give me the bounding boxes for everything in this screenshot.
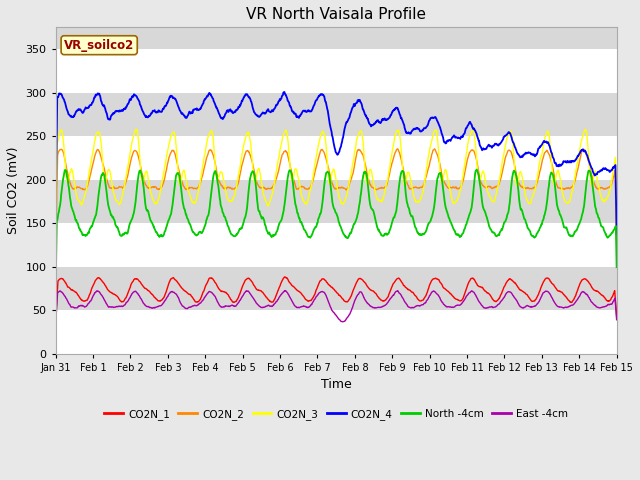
Bar (56, 27, 616, 49)
Bar (56, 223, 616, 266)
CO2N_1 (177, 283, 184, 289)
CO2N_3 (239, 145, 247, 151)
Line: CO2N_1: CO2N_1 (56, 277, 616, 318)
East -4cm (612, 317, 620, 323)
Line: CO2N_3: CO2N_3 (56, 129, 616, 249)
CO2N_2 (497, 176, 505, 181)
CO2N_2 (431, 146, 438, 152)
CO2N_3 (497, 169, 505, 175)
CO2N_4 (424, 123, 431, 129)
CO2N_2 (239, 158, 247, 164)
Legend: CO2N_1, CO2N_2, CO2N_3, CO2N_4, North -4cm, East -4cm: CO2N_1, CO2N_2, CO2N_3, CO2N_4, North -4… (100, 405, 572, 424)
North -4cm (177, 180, 184, 186)
CO2N_4 (612, 231, 620, 237)
CO2N_2 (163, 165, 171, 171)
CO2N_1 (612, 313, 620, 319)
North -4cm (547, 173, 554, 179)
CO2N_3 (547, 145, 554, 151)
CO2N_1 (239, 282, 247, 288)
CO2N_4 (497, 140, 505, 145)
Line: CO2N_2: CO2N_2 (56, 149, 616, 257)
CO2N_1 (281, 274, 289, 280)
CO2N_3 (52, 246, 60, 252)
CO2N_1 (424, 288, 431, 294)
CO2N_2 (612, 239, 620, 245)
North -4cm (163, 223, 171, 229)
Bar (56, 266, 616, 310)
East -4cm (497, 299, 505, 304)
CO2N_1 (52, 315, 60, 321)
North -4cm (612, 264, 620, 270)
Title: VR North Vaisala Profile: VR North Vaisala Profile (246, 7, 426, 22)
CO2N_4 (163, 101, 171, 107)
Line: East -4cm: East -4cm (56, 290, 616, 324)
Bar (56, 180, 616, 223)
North -4cm (239, 221, 247, 227)
North -4cm (497, 228, 505, 233)
CO2N_2 (547, 156, 554, 161)
CO2N_1 (163, 287, 171, 293)
Text: VR_soilco2: VR_soilco2 (64, 39, 134, 52)
Line: North -4cm: North -4cm (56, 169, 616, 288)
CO2N_1 (497, 292, 505, 298)
Bar (56, 93, 616, 136)
CO2N_4 (52, 224, 60, 230)
East -4cm (239, 292, 247, 298)
North -4cm (423, 224, 431, 230)
North -4cm (52, 285, 60, 290)
Bar (56, 49, 616, 93)
East -4cm (52, 321, 60, 327)
Bar (56, 136, 616, 180)
East -4cm (177, 300, 184, 306)
East -4cm (282, 288, 289, 293)
CO2N_3 (469, 126, 477, 132)
CO2N_4 (547, 146, 554, 152)
CO2N_4 (239, 96, 247, 102)
East -4cm (547, 292, 554, 298)
Bar (56, 310, 616, 354)
CO2N_3 (612, 225, 620, 231)
East -4cm (424, 297, 431, 302)
CO2N_4 (177, 108, 184, 114)
Y-axis label: Soil CO2 (mV): Soil CO2 (mV) (7, 147, 20, 234)
CO2N_2 (423, 170, 431, 176)
CO2N_2 (177, 174, 184, 180)
North -4cm (473, 167, 481, 172)
CO2N_2 (52, 254, 60, 260)
CO2N_3 (163, 152, 171, 158)
CO2N_3 (423, 162, 431, 168)
East -4cm (163, 295, 171, 301)
Line: CO2N_4: CO2N_4 (56, 92, 616, 234)
X-axis label: Time: Time (321, 378, 351, 391)
CO2N_4 (280, 89, 288, 95)
CO2N_1 (547, 278, 554, 284)
CO2N_3 (177, 181, 184, 187)
